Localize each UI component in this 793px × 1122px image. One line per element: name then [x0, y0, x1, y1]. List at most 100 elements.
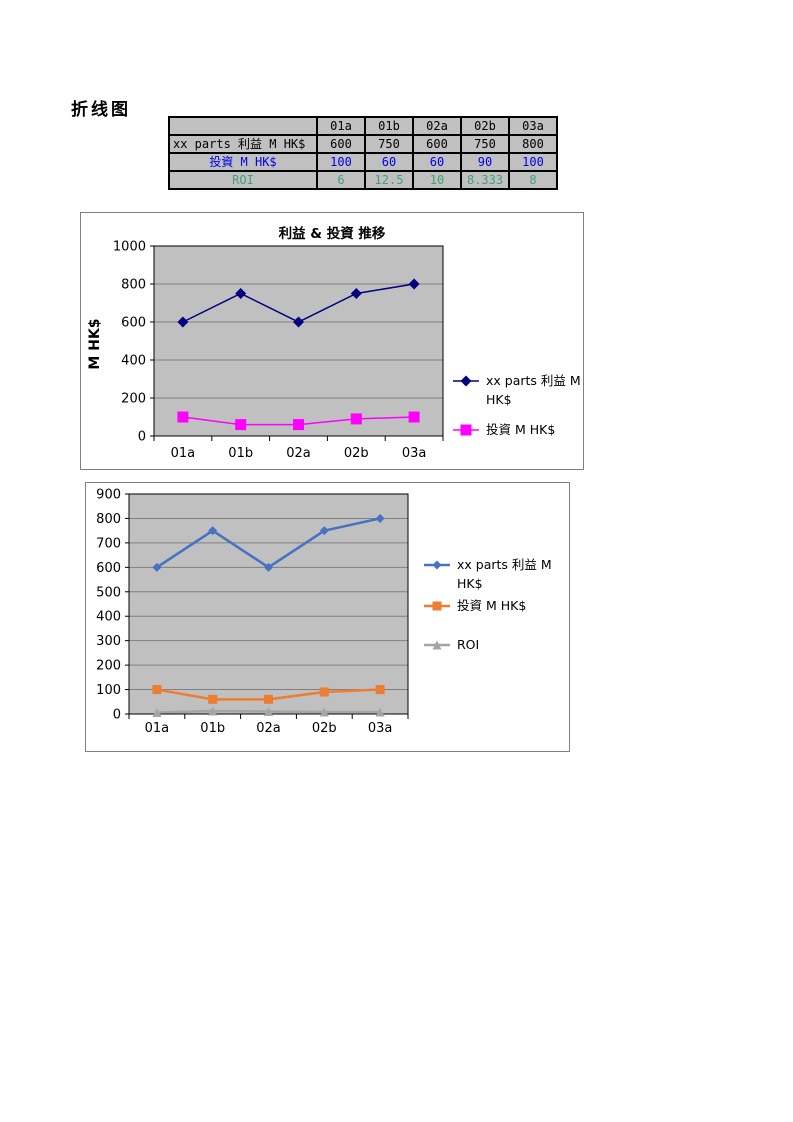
y-axis-tick-label: 200	[96, 659, 121, 674]
x-axis-label: 03a	[368, 721, 393, 736]
y-axis-tick-label: 100	[96, 683, 121, 698]
table-cell: 8	[508, 170, 558, 190]
data-point-diamond	[350, 288, 362, 299]
data-point-square	[235, 419, 247, 431]
data-point-square	[319, 687, 329, 697]
legend-label: 投資 M HK$	[457, 598, 526, 613]
x-axis-label: 01a	[145, 721, 170, 736]
profit-investment-roi-chart: 0 100 200 300 400 500 600 700 800 900 01a 01b 02a 02b…	[85, 482, 570, 752]
data-point-square	[375, 685, 385, 695]
data-point-square	[350, 413, 362, 425]
y-axis-tick-label: 600	[121, 316, 146, 331]
table-cell: 750	[460, 134, 510, 154]
data-table: 01a 01b 02a 02b 03a xx parts 利益 M HK$ 60…	[168, 116, 558, 190]
data-point-diamond	[319, 526, 329, 536]
row-label: xx parts 利益 M HK$	[168, 134, 318, 154]
data-point-diamond	[208, 526, 218, 536]
data-point-triangle	[208, 706, 218, 716]
table-row-roi: ROI 6 12.5 10 8.333 8	[168, 170, 558, 190]
x-axis-label: 01b	[200, 721, 225, 736]
table-cell: 90	[460, 152, 510, 172]
legend-marker-diamond	[432, 560, 442, 570]
legend-label: xx parts 利益 M	[486, 373, 581, 388]
table-header-cell: 03a	[508, 116, 558, 136]
y-axis-tick-label: 0	[113, 708, 121, 723]
table-cell: 60	[412, 152, 462, 172]
y-axis-tick-label: 0	[138, 430, 146, 445]
table-header-cell	[168, 116, 318, 136]
row-label: ROI	[168, 170, 318, 190]
row-label: 投資 M HK$	[168, 152, 318, 172]
x-axis-label: 02a	[256, 721, 281, 736]
data-point-diamond	[293, 316, 304, 328]
page-title: 折线图	[71, 100, 131, 120]
data-point-diamond	[177, 316, 189, 328]
data-point-diamond	[264, 562, 273, 572]
legend-marker-triangle	[432, 640, 442, 650]
y-axis-tick-label: 300	[96, 634, 121, 649]
legend-label: xx parts 利益 M	[457, 557, 552, 572]
y-axis-tick-label: 400	[121, 354, 146, 369]
chart-title: 利益 & 投資 推移	[279, 225, 386, 242]
y-axis-tick-label: 700	[96, 536, 121, 551]
legend-marker-square	[432, 601, 442, 611]
table-cell: 600	[412, 134, 462, 154]
data-point-square	[264, 694, 273, 704]
legend-marker-square	[460, 424, 472, 436]
plot-area	[154, 246, 443, 436]
table-cell: 6	[316, 170, 366, 190]
y-axis-tick-label: 900	[96, 488, 121, 503]
x-axis-label: 02b	[312, 721, 337, 736]
table-cell: 60	[364, 152, 414, 172]
data-point-square	[408, 411, 420, 423]
table-header-row: 01a 01b 02a 02b 03a	[168, 116, 558, 136]
table-cell: 10	[412, 170, 462, 190]
x-axis-label: 03a	[402, 446, 427, 461]
table-row-profit: xx parts 利益 M HK$ 600 750 600 750 800	[168, 134, 558, 154]
y-axis-tick-label: 400	[96, 610, 121, 625]
data-point-diamond	[408, 278, 420, 290]
data-point-triangle	[375, 707, 385, 717]
data-point-triangle	[264, 707, 273, 717]
table-cell: 12.5	[364, 170, 414, 190]
data-point-diamond	[152, 562, 162, 572]
x-axis-label: 02a	[286, 446, 311, 461]
table-cell: 750	[364, 134, 414, 154]
legend-label: 投資 M HK$	[486, 422, 555, 437]
y-axis-tick-label: 1000	[113, 240, 146, 255]
data-point-triangle	[319, 707, 329, 717]
data-point-square	[208, 694, 218, 704]
y-axis-tick-label: 800	[96, 512, 121, 527]
x-axis-label: 01b	[228, 446, 253, 461]
y-axis-tick-label: 200	[121, 392, 146, 407]
table-header-cell: 01a	[316, 116, 366, 136]
legend-label: HK$	[486, 392, 512, 407]
data-point-square	[177, 411, 189, 423]
y-axis-title: M HK$	[87, 318, 103, 369]
data-point-square	[293, 419, 304, 431]
profit-investment-trend-chart: 0 200 400 600 800 1000 01a 01b 02a 02b 03a 利益 & 投資 …	[80, 212, 584, 470]
table-cell: 800	[508, 134, 558, 154]
x-axis-label: 01a	[171, 446, 196, 461]
plot-area	[129, 494, 408, 714]
table-row-investment: 投資 M HK$ 100 60 60 90 100	[168, 152, 558, 172]
table-cell: 8.333	[460, 170, 510, 190]
y-axis-tick-label: 800	[121, 278, 146, 293]
table-cell: 600	[316, 134, 366, 154]
y-axis-tick-label: 600	[96, 561, 121, 576]
table-cell: 100	[508, 152, 558, 172]
profit-investment-trend-chart-svg: 0 200 400 600 800 1000 01a 01b 02a 02b 03a 利益 & 投資 …	[87, 225, 581, 461]
legend-label: HK$	[457, 576, 483, 591]
x-axis-label: 02b	[344, 446, 369, 461]
data-point-triangle	[152, 708, 162, 718]
table-header-cell: 02a	[412, 116, 462, 136]
legend-label: ROI	[457, 637, 479, 652]
table-header-cell: 01b	[364, 116, 414, 136]
plot-border	[153, 245, 444, 437]
table-cell: 100	[316, 152, 366, 172]
table-header-cell: 02b	[460, 116, 510, 136]
y-axis-tick-label: 500	[96, 585, 121, 600]
profit-investment-roi-chart-svg: 0 100 200 300 400 500 600 700 800 900 01a 01b 02a 02b…	[96, 488, 552, 737]
data-point-diamond	[375, 513, 385, 523]
